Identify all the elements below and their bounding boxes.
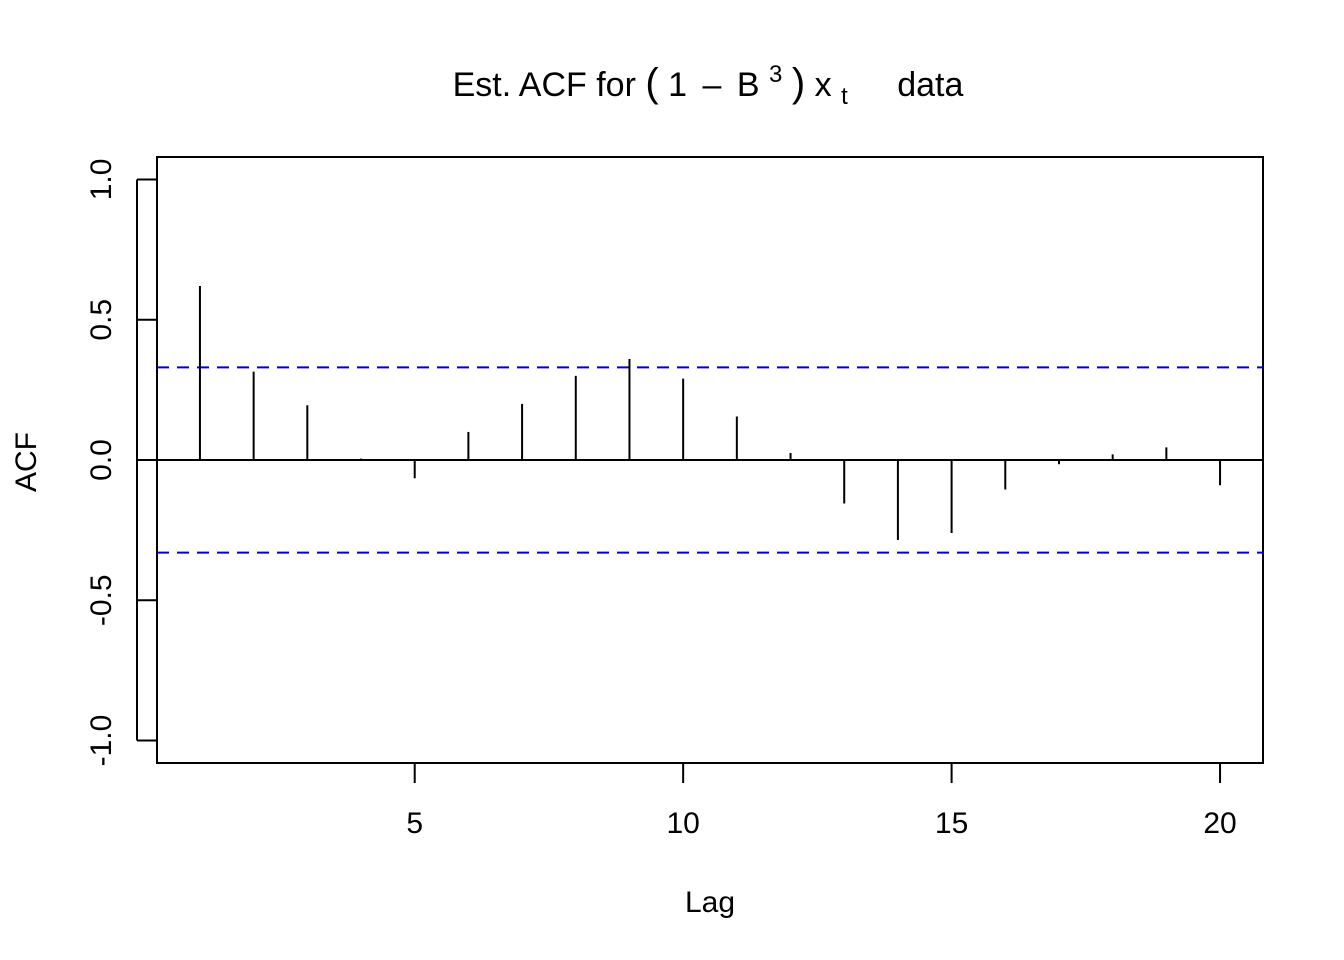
title-suffix: data <box>897 66 963 104</box>
y-tick-label-1: -0.5 <box>85 574 118 626</box>
title-x: x <box>815 66 832 104</box>
title-open-paren: ( <box>645 61 659 105</box>
title-b: B <box>737 66 760 104</box>
y-axis-label: ACF <box>10 432 43 492</box>
x-tick-label-10: 10 <box>666 807 699 840</box>
title-subscript: t <box>841 83 848 110</box>
title-minus: – <box>703 66 722 104</box>
title-prefix: Est. ACF for <box>453 66 646 104</box>
chart-title: Est. ACF for ( 1 – B 3 ) x t data <box>453 52 964 112</box>
x-tick-label-15: 15 <box>935 807 968 840</box>
x-tick-label-5: 5 <box>406 807 423 840</box>
title-close-paren: ) <box>792 61 805 105</box>
x-axis-label: Lag <box>685 886 735 919</box>
plot-area: 5 10 15 20 -1.0 -0.5 0.0 0.5 1.0 <box>85 156 1264 840</box>
title-exponent: 3 <box>769 61 782 88</box>
title-one: 1 <box>668 66 687 104</box>
y-tick-label-2: 0.0 <box>85 439 118 481</box>
y-tick-label-4: 1.0 <box>85 159 118 201</box>
y-tick-label-0: -1.0 <box>85 715 118 767</box>
y-tick-label-3: 0.5 <box>85 299 118 341</box>
x-tick-label-20: 20 <box>1203 807 1236 840</box>
